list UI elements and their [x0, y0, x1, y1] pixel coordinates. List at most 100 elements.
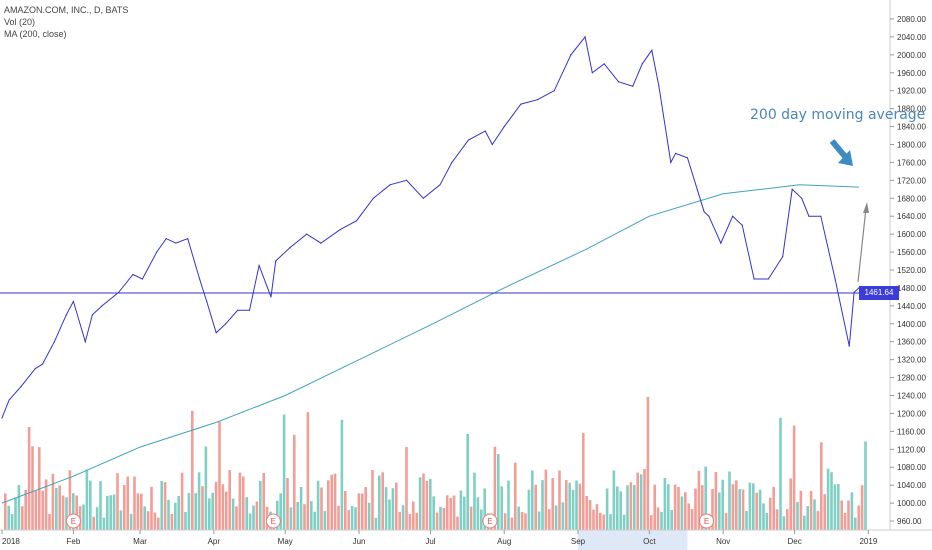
y-tick-label: 1200.00 — [897, 409, 926, 418]
volume-bar — [507, 480, 510, 530]
y-tick-label: 1080.00 — [897, 463, 926, 472]
volume-bar — [578, 483, 582, 530]
volume-bar — [602, 514, 605, 530]
volume-bar — [17, 485, 21, 530]
volume-bar — [629, 482, 633, 530]
price-point — [101, 305, 103, 307]
volume-bar — [667, 484, 670, 530]
volume-bar — [371, 470, 374, 530]
price-line-layer — [1, 35, 860, 419]
price-point — [356, 220, 358, 222]
x-tick-label: Jun — [353, 537, 366, 546]
volume-bar — [252, 505, 255, 530]
x-axis-highlight — [578, 530, 688, 550]
volume-bar — [89, 480, 92, 530]
x-tick-label: Dec — [787, 537, 801, 546]
volume-bar — [340, 419, 344, 530]
price-point — [484, 130, 486, 132]
price-point — [741, 224, 743, 226]
volume-bar — [388, 499, 391, 530]
legend: AMAZON.COM, INC., D, BATS Vol (20) MA (2… — [4, 4, 128, 40]
volume-bar — [762, 503, 765, 530]
price-point — [451, 161, 453, 163]
volume-bar — [259, 480, 262, 530]
volume-bar — [327, 480, 330, 530]
volume-bar — [442, 507, 446, 530]
earnings-marker — [65, 513, 81, 529]
x-tick-label: 2018 — [2, 537, 20, 546]
volume-bar — [833, 484, 837, 530]
volume-bar — [537, 511, 541, 530]
volume-bar — [361, 493, 364, 530]
volume-bar — [21, 506, 24, 530]
y-axis: 960.00 1000.00 1040.00 1080.00 1120.00 1160.0… — [889, 0, 926, 530]
volume-bar — [310, 501, 313, 530]
volume-bar — [769, 497, 772, 530]
volume-bar — [670, 510, 673, 530]
price-point — [165, 238, 167, 240]
y-tick-label: 1760.00 — [897, 158, 926, 167]
volume-bar — [585, 496, 588, 530]
volume-bar — [459, 490, 463, 530]
price-point — [258, 264, 260, 267]
volume-bar — [735, 480, 738, 530]
volume-bar — [850, 492, 854, 530]
price-point — [20, 386, 22, 388]
price-point — [41, 363, 44, 365]
volume-bar — [561, 502, 565, 530]
y-tick-label: 2080.00 — [897, 15, 926, 24]
volume-bar — [34, 490, 38, 530]
volume-bar — [782, 516, 786, 530]
price-line — [1, 35, 860, 419]
y-tick-label: 960.00 — [897, 517, 922, 526]
volume-bar — [248, 513, 252, 530]
volume-bar — [724, 513, 728, 530]
price-point — [389, 184, 391, 186]
price-point — [732, 215, 734, 217]
volume-bar — [497, 454, 500, 530]
volume-bar — [619, 491, 622, 530]
volume-bar — [592, 509, 595, 530]
volume-bar — [789, 478, 792, 530]
volume-bar — [527, 489, 531, 530]
x-tick-label: Oct — [643, 537, 656, 546]
volume-bar — [588, 500, 592, 530]
y-tick-label: 1960.00 — [897, 69, 926, 78]
price-point — [503, 126, 505, 128]
x-tick-label: 2019 — [859, 537, 877, 546]
price-point — [439, 184, 441, 186]
volume-bar — [163, 482, 167, 530]
last-price-badge: 1461.64 — [859, 286, 899, 300]
price-point — [632, 85, 634, 87]
price-point — [848, 345, 850, 347]
y-tick-label: 1360.00 — [897, 338, 926, 347]
volume-bar — [738, 489, 741, 530]
ma-line-layer — [1, 184, 859, 504]
volume-bar — [643, 469, 646, 530]
volume-bar — [500, 486, 503, 530]
volume-bar — [636, 472, 639, 530]
price-point — [187, 238, 189, 240]
volume-bar — [786, 509, 789, 530]
volume-bar — [174, 502, 177, 530]
price-point — [675, 152, 677, 154]
volume-bar — [639, 474, 643, 530]
volume-bar — [558, 470, 561, 530]
volume-bar — [775, 509, 779, 530]
price-point — [215, 332, 217, 334]
price-point — [708, 215, 710, 217]
volume-bar — [150, 486, 153, 530]
price-point — [617, 81, 620, 83]
volume-bar — [218, 421, 221, 530]
price-point — [536, 99, 539, 101]
volume-bar — [493, 446, 497, 530]
volume-bar — [476, 497, 480, 530]
volume-bar — [721, 479, 724, 530]
volume-bar — [378, 475, 381, 530]
x-tick-label: Nov — [716, 537, 730, 546]
volume-bar — [826, 468, 830, 530]
volume-bar — [660, 512, 663, 530]
volume-bar — [262, 473, 265, 530]
volume-bar — [337, 505, 340, 530]
